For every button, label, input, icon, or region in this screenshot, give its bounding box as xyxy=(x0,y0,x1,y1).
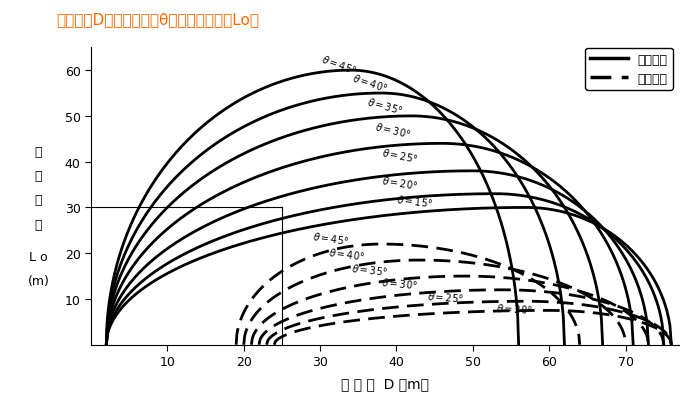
Text: $\theta=30°$: $\theta=30°$ xyxy=(382,276,419,291)
Text: $\theta=40°$: $\theta=40°$ xyxy=(351,71,388,93)
Text: $\theta=15°$: $\theta=15°$ xyxy=(396,193,434,209)
Text: $\theta=35°$: $\theta=35°$ xyxy=(351,262,388,277)
Text: $\theta=25°$: $\theta=25°$ xyxy=(382,146,419,165)
Text: 出: 出 xyxy=(35,170,42,183)
Text: $\theta=45°$: $\theta=45°$ xyxy=(312,229,350,246)
Text: $\theta=40°$: $\theta=40°$ xyxy=(328,245,365,262)
Text: 離: 離 xyxy=(35,218,42,231)
Text: $\theta=20°$: $\theta=20°$ xyxy=(496,302,533,315)
Text: $\theta=30°$: $\theta=30°$ xyxy=(374,120,412,140)
Text: 検: 検 xyxy=(35,146,42,159)
Text: (m): (m) xyxy=(27,274,50,287)
Text: $\theta=35°$: $\theta=35°$ xyxy=(366,95,404,115)
Text: $\theta=20°$: $\theta=20°$ xyxy=(382,174,419,192)
Text: $\theta=25°$: $\theta=25°$ xyxy=(427,290,464,304)
Text: $\theta=45°$: $\theta=45°$ xyxy=(320,52,358,76)
Legend: 検出距離, 不感領域: 検出距離, 不感領域 xyxy=(585,49,673,91)
X-axis label: 設 置 幅  D （m）: 設 置 幅 D （m） xyxy=(341,377,429,391)
Text: 距: 距 xyxy=(35,194,42,207)
Text: L o: L o xyxy=(29,250,48,263)
Text: 設置幅（D）、設置角（θ）、検出距離（Lo）: 設置幅（D）、設置角（θ）、検出距離（Lo） xyxy=(56,12,259,27)
